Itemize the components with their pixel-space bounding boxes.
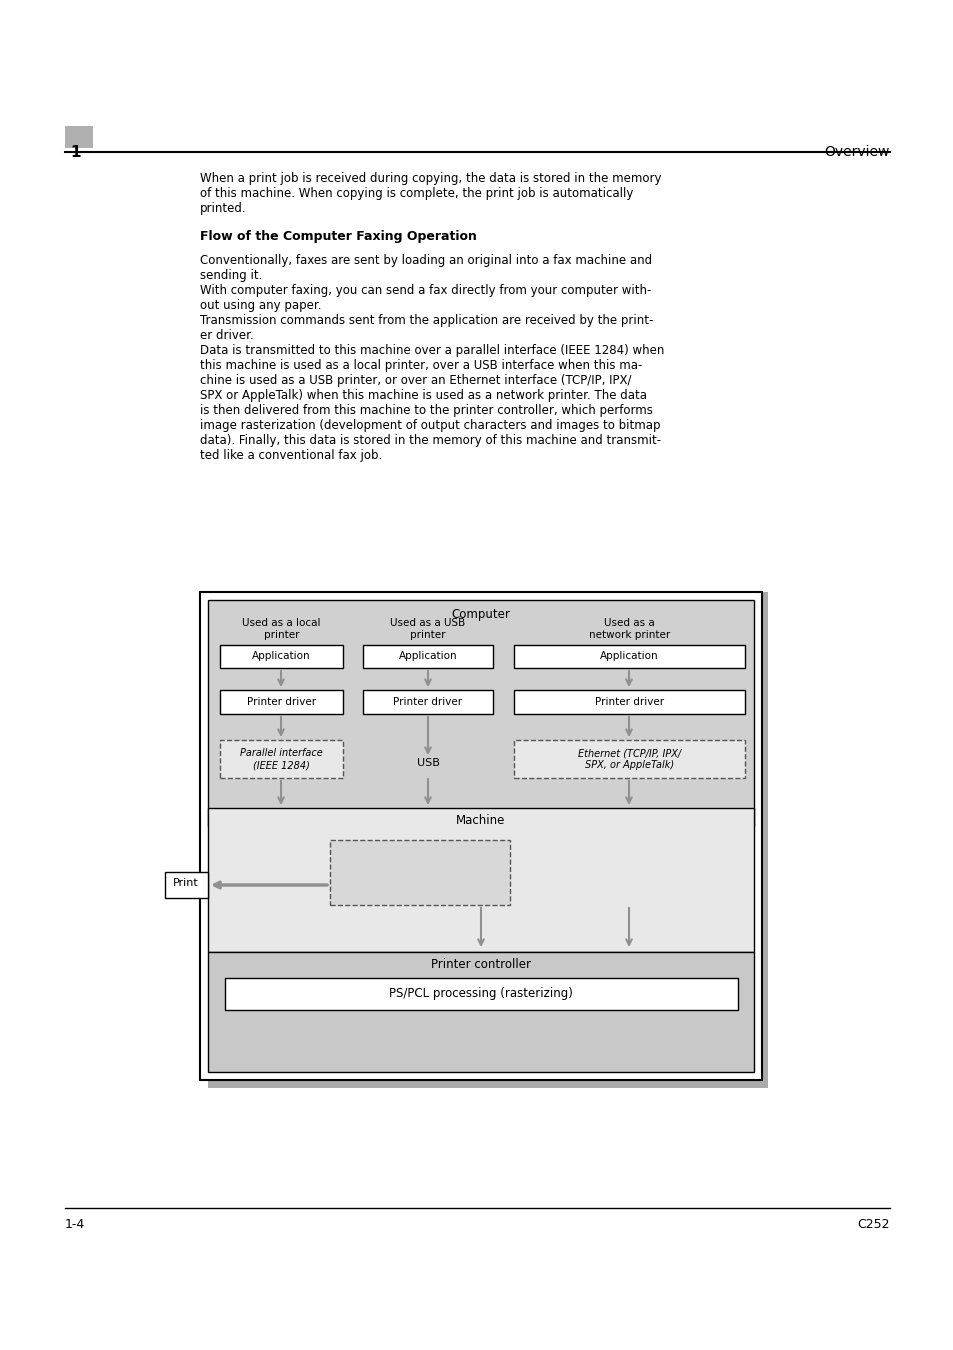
- Text: 1: 1: [70, 144, 80, 161]
- Bar: [208, 593, 767, 1088]
- Text: Ethernet (TCP/IP, IPX/: Ethernet (TCP/IP, IPX/: [578, 748, 680, 757]
- Text: Application: Application: [252, 651, 311, 661]
- Text: Parallel interface: Parallel interface: [240, 748, 322, 757]
- Text: With computer faxing, you can send a fax directly from your computer with-
out u: With computer faxing, you can send a fax…: [200, 284, 651, 312]
- Bar: [225, 977, 738, 1010]
- Text: Conventionally, faxes are sent by loading an original into a fax machine and
sen: Conventionally, faxes are sent by loadin…: [200, 254, 652, 282]
- Bar: [220, 645, 343, 668]
- Text: Application: Application: [599, 651, 659, 661]
- Text: Flow of the Computer Faxing Operation: Flow of the Computer Faxing Operation: [200, 230, 477, 243]
- Text: Used as a USB
printer: Used as a USB printer: [390, 618, 465, 640]
- Text: Printer driver: Printer driver: [595, 697, 663, 707]
- Bar: [200, 593, 761, 1080]
- Bar: [208, 599, 753, 826]
- Text: When a print job is received during copying, the data is stored in the memory
of: When a print job is received during copy…: [200, 171, 660, 215]
- Bar: [165, 872, 208, 898]
- Text: USB: USB: [416, 757, 439, 768]
- Bar: [330, 840, 510, 905]
- Text: Machine: Machine: [456, 814, 505, 828]
- Text: Data is transmitted to this machine over a parallel interface (IEEE 1284) when
t: Data is transmitted to this machine over…: [200, 344, 663, 462]
- Bar: [363, 690, 493, 714]
- Bar: [208, 809, 753, 952]
- FancyBboxPatch shape: [65, 126, 92, 148]
- Text: Print: Print: [172, 878, 198, 888]
- Bar: [208, 952, 753, 1072]
- Bar: [363, 645, 493, 668]
- Text: (IEEE 1284): (IEEE 1284): [253, 760, 310, 770]
- Text: C252: C252: [857, 1218, 889, 1231]
- Text: Computer: Computer: [451, 608, 510, 621]
- Bar: [514, 690, 744, 714]
- Text: SPX, or AppleTalk): SPX, or AppleTalk): [584, 760, 674, 770]
- Bar: [514, 740, 744, 778]
- Text: Transmission commands sent from the application are received by the print-
er dr: Transmission commands sent from the appl…: [200, 315, 653, 342]
- Text: Overview: Overview: [823, 144, 889, 159]
- Text: Used as a local
printer: Used as a local printer: [242, 618, 320, 640]
- Text: Printer driver: Printer driver: [393, 697, 462, 707]
- Bar: [514, 645, 744, 668]
- Text: Printer controller: Printer controller: [431, 958, 531, 971]
- Text: Printer driver: Printer driver: [247, 697, 315, 707]
- Text: Used as a
network printer: Used as a network printer: [588, 618, 669, 640]
- Bar: [220, 690, 343, 714]
- Text: PS/PCL processing (rasterizing): PS/PCL processing (rasterizing): [389, 987, 573, 1000]
- Text: Application: Application: [398, 651, 456, 661]
- Text: 1-4: 1-4: [65, 1218, 85, 1231]
- Bar: [220, 740, 343, 778]
